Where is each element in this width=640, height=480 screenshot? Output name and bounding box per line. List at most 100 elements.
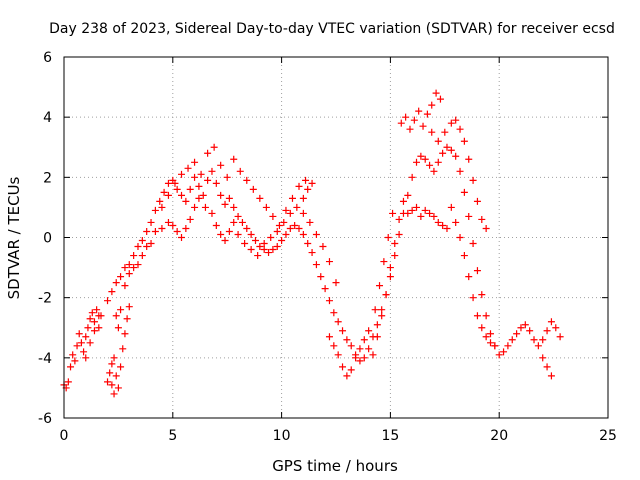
data-point (221, 200, 229, 208)
data-point (130, 264, 138, 272)
data-point (447, 146, 455, 154)
data-point (343, 336, 351, 344)
y-axis-label: SDTVAR / TECUs (5, 176, 23, 299)
data-point (482, 333, 490, 341)
data-point (234, 212, 242, 220)
data-point (217, 161, 225, 169)
data-point (71, 357, 79, 365)
data-point (419, 122, 427, 130)
data-point (243, 224, 251, 232)
data-point (456, 125, 464, 133)
data-point (308, 179, 316, 187)
data-point (230, 218, 238, 226)
data-point (125, 303, 133, 311)
data-point (273, 243, 281, 251)
data-point (380, 258, 388, 266)
data-point (378, 312, 386, 320)
data-point (339, 363, 347, 371)
data-point (397, 119, 405, 127)
data-point (460, 188, 468, 196)
data-point (356, 345, 364, 353)
data-point (452, 218, 460, 226)
data-point (410, 116, 418, 124)
data-point (143, 243, 151, 251)
data-point (325, 258, 333, 266)
data-point (151, 206, 159, 214)
data-point (343, 372, 351, 380)
data-point (330, 342, 338, 350)
data-point (204, 149, 212, 157)
data-point (210, 143, 218, 151)
data-point (526, 327, 534, 335)
data-point (452, 116, 460, 124)
data-point (191, 173, 199, 181)
data-point (295, 224, 303, 232)
data-point (413, 203, 421, 211)
data-point (460, 252, 468, 260)
data-point (84, 324, 92, 332)
data-point (395, 230, 403, 238)
data-point (352, 354, 360, 362)
data-point (430, 212, 438, 220)
y-tick-label: -2 (38, 291, 52, 307)
data-point (513, 330, 521, 338)
data-point (217, 191, 225, 199)
data-point (121, 264, 129, 272)
data-point (234, 230, 242, 238)
data-point (82, 354, 90, 362)
data-point (308, 249, 316, 257)
data-point (117, 273, 125, 281)
data-point (386, 264, 394, 272)
data-point (312, 230, 320, 238)
data-point (443, 224, 451, 232)
data-point (230, 203, 238, 211)
data-point (469, 176, 477, 184)
data-point (378, 306, 386, 314)
data-point (469, 240, 477, 248)
data-point (473, 267, 481, 275)
data-point (478, 324, 486, 332)
data-point (197, 170, 205, 178)
data-point (547, 318, 555, 326)
data-point (75, 330, 83, 338)
data-point (173, 227, 181, 235)
data-point (408, 173, 416, 181)
data-point (90, 318, 98, 326)
data-point (134, 243, 142, 251)
data-point (347, 342, 355, 350)
data-point (360, 354, 368, 362)
data-point (417, 152, 425, 160)
data-point (347, 366, 355, 374)
data-point (478, 291, 486, 299)
data-point (164, 218, 172, 226)
data-point (391, 252, 399, 260)
data-point (430, 167, 438, 175)
data-point (417, 212, 425, 220)
data-point (491, 342, 499, 350)
data-point (125, 270, 133, 278)
data-point (254, 252, 262, 260)
data-point (369, 351, 377, 359)
series-track-dense-band (82, 179, 340, 362)
data-point (317, 273, 325, 281)
data-point (125, 261, 133, 269)
data-point (108, 381, 116, 389)
data-point (256, 194, 264, 202)
data-point (169, 221, 177, 229)
data-point (460, 137, 468, 145)
data-point (373, 321, 381, 329)
data-point (212, 221, 220, 229)
data-point (373, 333, 381, 341)
data-point (339, 327, 347, 335)
data-point (452, 152, 460, 160)
data-point (230, 155, 238, 163)
chart-title: Day 238 of 2023, Sidereal Day-to-day VTE… (49, 21, 615, 37)
data-point (186, 185, 194, 193)
data-point (293, 203, 301, 211)
data-point (434, 158, 442, 166)
data-point (399, 197, 407, 205)
data-point (208, 209, 216, 217)
data-point (88, 309, 96, 317)
data-point (280, 218, 288, 226)
data-point (164, 179, 172, 187)
